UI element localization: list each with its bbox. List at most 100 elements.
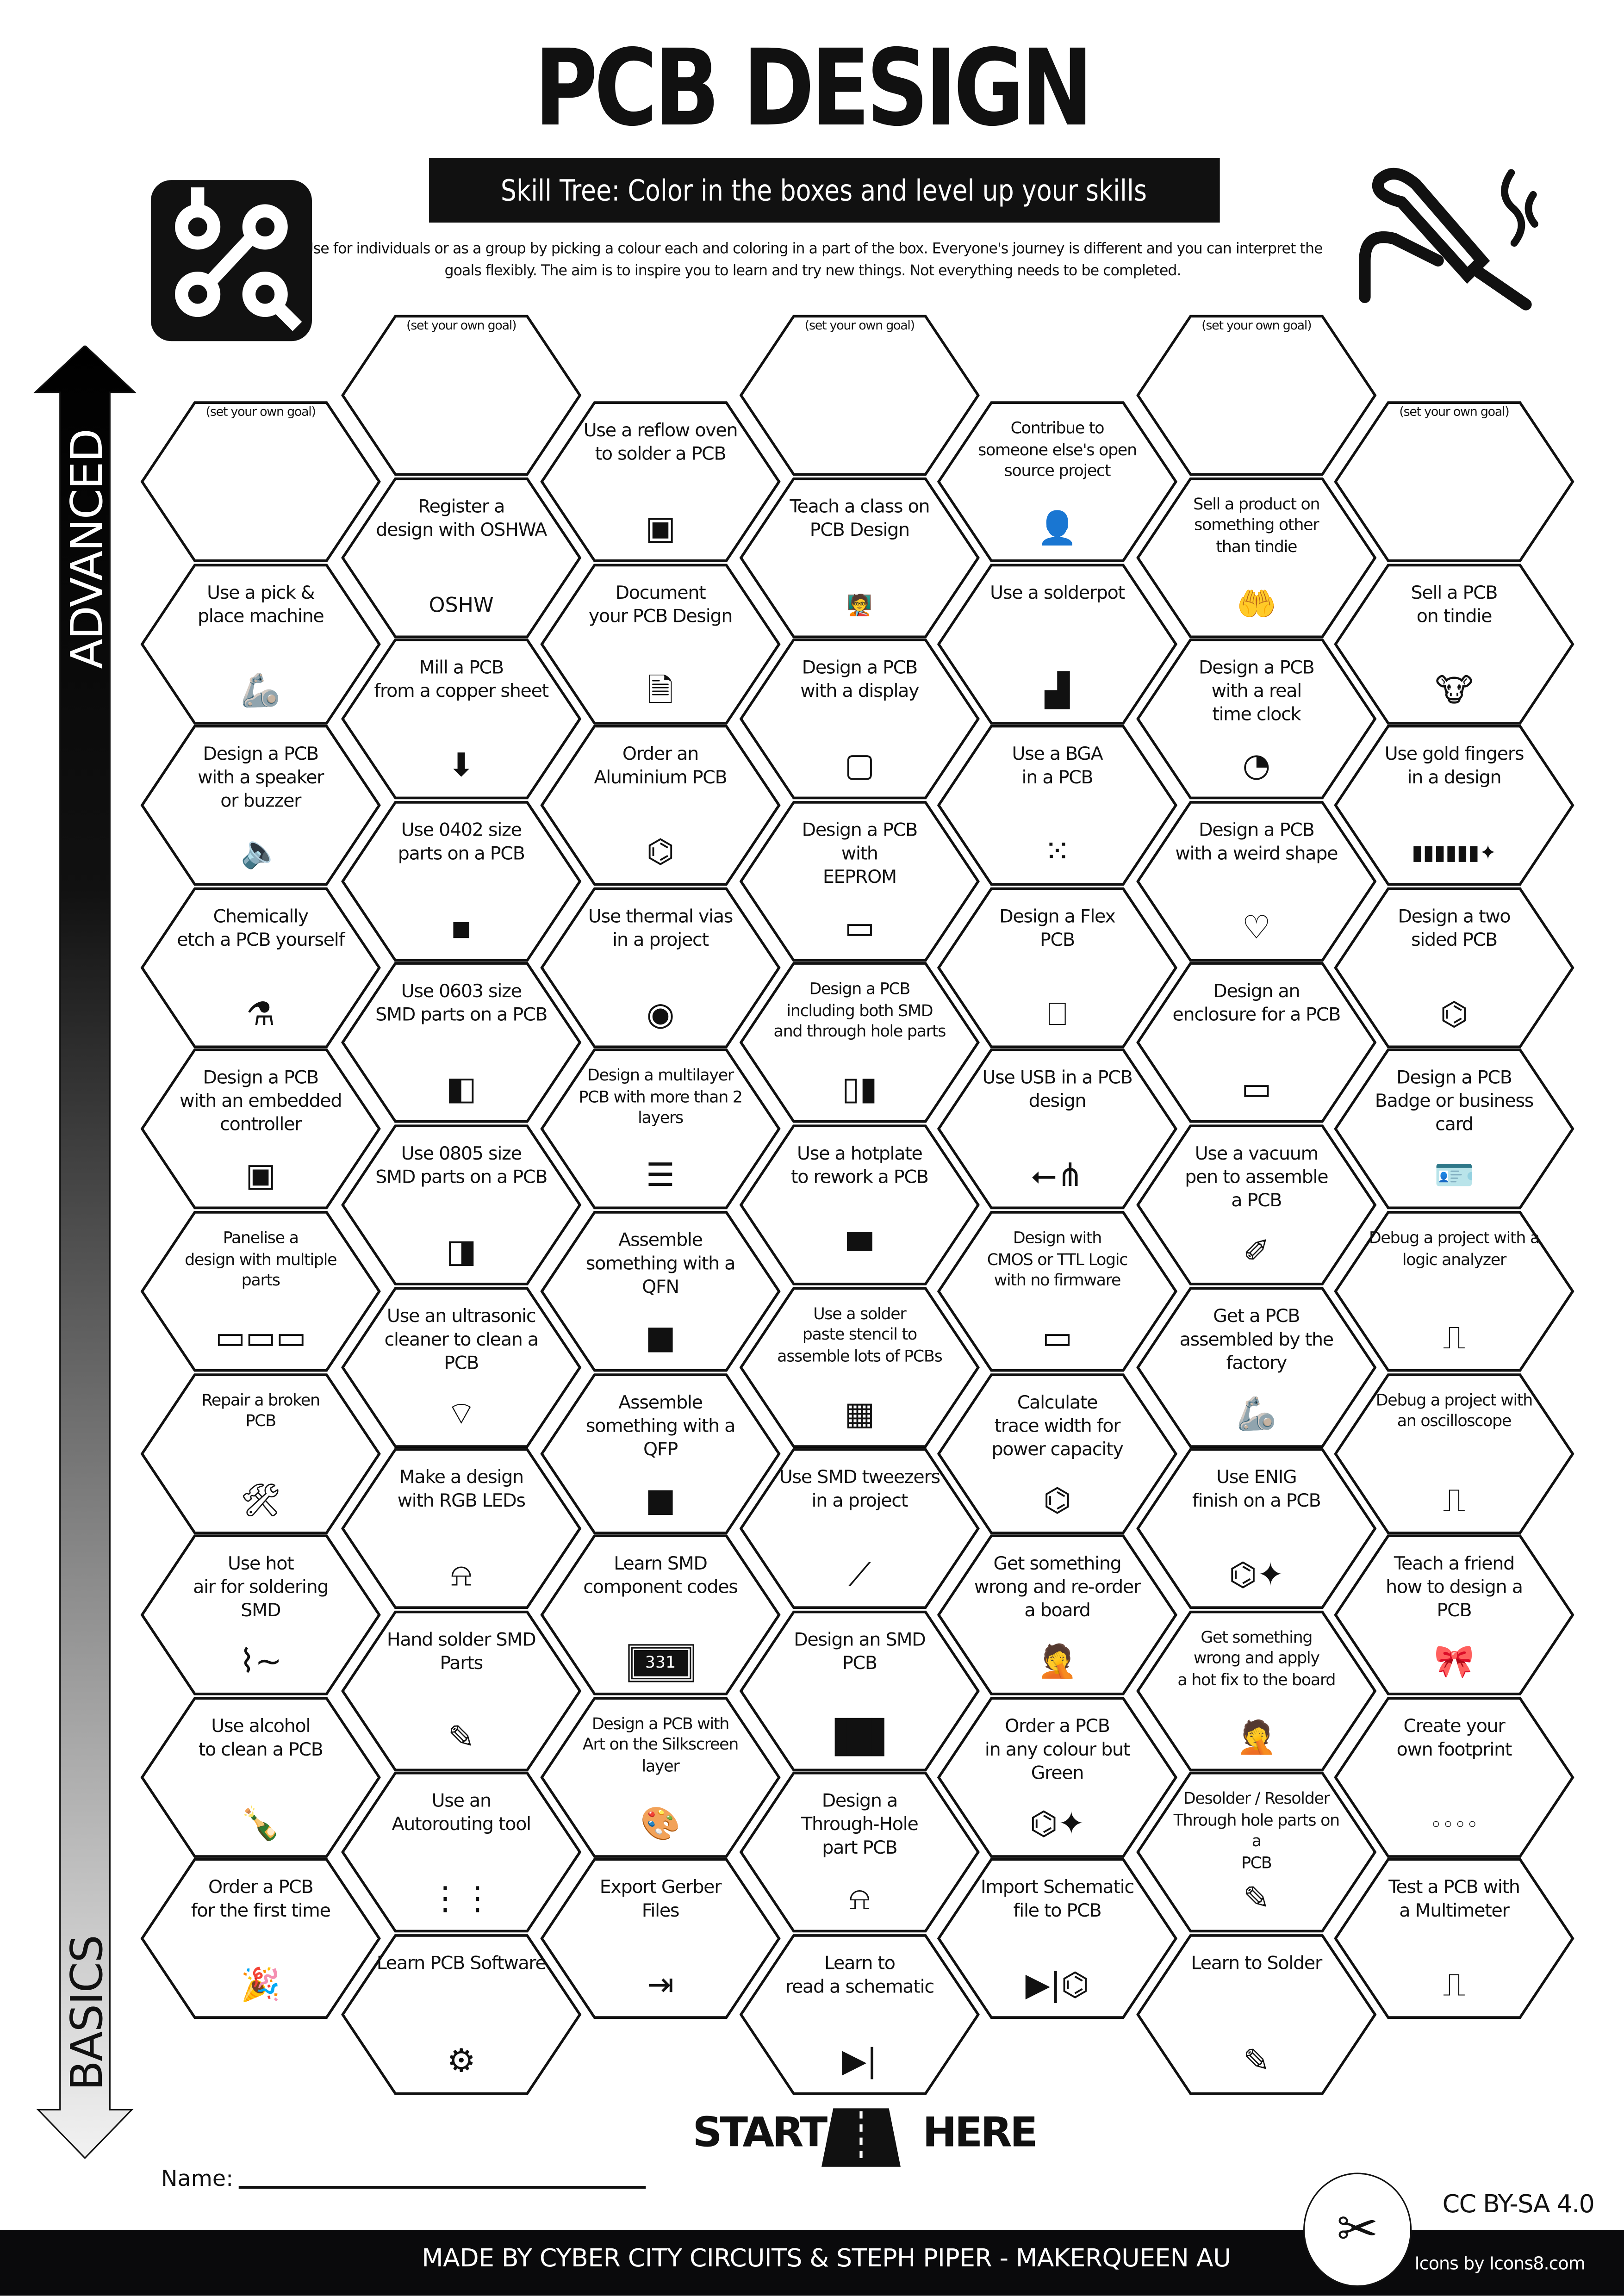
- skill-hex[interactable]: Learn to read a schematic ▶|: [739, 1934, 980, 2095]
- skill-hex[interactable]: Use USB in a PCB design ⭠⋔: [937, 1049, 1177, 1210]
- skill-hex[interactable]: Sell a PCB on tindie 🐮: [1334, 563, 1574, 724]
- basics-label: BASICS: [62, 1935, 114, 2091]
- skill-hex[interactable]: Make a design with RGB LEDs ⍾: [341, 1448, 582, 1609]
- skill-hex[interactable]: Teach a class on PCB Design 🧑‍🏫: [739, 477, 980, 638]
- resistor-0603-icon: ◧: [446, 1072, 477, 1109]
- instructions: Use for individuals or as a group by pic…: [303, 242, 1323, 280]
- skill-hex[interactable]: Order a PCB for the first time 🎉: [140, 1858, 381, 2020]
- custom-goal-hex[interactable]: (set your own goal): [1334, 401, 1574, 562]
- routing-icon: ⋮⋮: [429, 1882, 494, 1919]
- skill-hex[interactable]: Use 0805 size SMD parts on a PCB ◨: [341, 1124, 582, 1285]
- skill-hex[interactable]: Chemically etch a PCB yourself ⚗: [140, 887, 381, 1048]
- skill-hex[interactable]: Create your own footprint ◦◦◦◦: [1334, 1696, 1574, 1858]
- skill-hex[interactable]: Use a reflow oven to solder a PCB ▣: [540, 401, 781, 562]
- skill-hex[interactable]: Learn SMD component codes 331: [540, 1534, 781, 1696]
- skill-hex[interactable]: Document your PCB Design 🗎: [540, 563, 781, 724]
- skill-label: Design a PCB with a speaker or buzzer: [198, 742, 324, 812]
- skill-hex[interactable]: Design with CMOS or TTL Logic with no fi…: [937, 1211, 1177, 1372]
- skill-hex[interactable]: Use a vacuum pen to assemble a PCB ✐: [1136, 1124, 1377, 1285]
- skill-hex[interactable]: Import Schematic file to PCB ▶|⌬: [937, 1858, 1177, 2020]
- skill-hex[interactable]: Panelise a design with multiple parts ▭▭▭: [140, 1211, 381, 1372]
- skill-hex[interactable]: Assemble something with a QFP ■: [540, 1372, 781, 1534]
- skill-hex[interactable]: Use thermal vias in a project ◉: [540, 887, 781, 1048]
- skill-hex[interactable]: Design a PCB with EEPROM ▭: [739, 800, 980, 962]
- custom-goal-hex[interactable]: (set your own goal): [140, 401, 381, 562]
- skill-hex[interactable]: Export Gerber Files ⇥: [540, 1858, 781, 2020]
- skill-hex[interactable]: Design a PCB with Art on the Silkscreen …: [540, 1696, 781, 1858]
- hex-outline: [540, 1372, 781, 1534]
- smd-331-icon: 331: [541, 1642, 781, 1683]
- subtitle: Skill Tree: Color in the boxes and level…: [501, 173, 1148, 208]
- skill-hex[interactable]: Design an SMD PCB ▐█▌: [739, 1610, 980, 1771]
- name-input[interactable]: [238, 2186, 646, 2189]
- skill-hex[interactable]: Get something wrong and re-order a board…: [937, 1534, 1177, 1696]
- skill-hex[interactable]: Use a BGA in a PCB ⁙: [937, 725, 1177, 886]
- component-code: 331: [627, 1644, 694, 1683]
- hex-outline: [1334, 1211, 1574, 1372]
- skill-hex[interactable]: Design an enclosure for a PCB ▭: [1136, 962, 1377, 1123]
- skill-hex[interactable]: Design a PCB with a weird shape ♡: [1136, 800, 1377, 962]
- skill-hex[interactable]: Assemble something with a QFN ■: [540, 1211, 781, 1372]
- skill-hex[interactable]: Sell a product on something other than t…: [1136, 477, 1377, 638]
- skill-hex[interactable]: Order an Aluminium PCB ⌬: [540, 725, 781, 886]
- skill-hex[interactable]: Use an ultrasonic cleaner to clean a PCB…: [341, 1286, 582, 1447]
- skill-hex[interactable]: Design a two sided PCB ⌬: [1334, 887, 1574, 1048]
- skill-label: Use an Autorouting tool: [392, 1789, 531, 1835]
- skill-label: Use a pick & place machine: [197, 580, 324, 626]
- hex-outline: [937, 401, 1177, 562]
- skill-hex[interactable]: Test a PCB with a Multimeter ⎍: [1334, 1858, 1574, 2020]
- skill-hex[interactable]: Use hot air for soldering SMD ⌇~: [140, 1534, 381, 1696]
- skill-hex[interactable]: Design a multilayer PCB with more than 2…: [540, 1049, 781, 1210]
- skill-hex[interactable]: Use 0402 size parts on a PCB ▪: [341, 800, 582, 962]
- skill-hex[interactable]: Teach a friend how to design a PCB 🎀: [1334, 1534, 1574, 1696]
- skill-label: Use a solderpot: [990, 580, 1125, 603]
- skill-hex[interactable]: Design a PCB Badge or business card 🪪: [1334, 1049, 1574, 1210]
- skill-label: Order a PCB for the first time: [191, 1876, 331, 1922]
- skill-hex[interactable]: Use 0603 size SMD parts on a PCB ◧: [341, 962, 582, 1123]
- hex-outline: [140, 563, 381, 724]
- skill-hex[interactable]: Use a hotplate to rework a PCB ▀: [739, 1124, 980, 1285]
- skill-hex[interactable]: Design a PCB with a speaker or buzzer 🔈: [140, 725, 381, 886]
- skill-hex[interactable]: Design a Flex PCB ⎕: [937, 887, 1177, 1048]
- skill-hex[interactable]: Design a PCB with a display ▢: [739, 639, 980, 800]
- skill-label: Design a two sided PCB: [1398, 904, 1511, 950]
- skill-hex[interactable]: Design a PCB including both SMD and thro…: [739, 962, 980, 1123]
- skill-hex[interactable]: Contribue to someone else's open source …: [937, 401, 1177, 562]
- skill-hex[interactable]: Repair a broken PCB 🛠: [140, 1372, 381, 1534]
- skill-hex[interactable]: Use a solder paste stencil to assemble l…: [739, 1286, 980, 1447]
- skill-hex[interactable]: Get a PCB assembled by the factory 🦾: [1136, 1286, 1377, 1447]
- skill-hex[interactable]: Use alcohol to clean a PCB 🍾: [140, 1696, 381, 1858]
- skill-hex[interactable]: Desolder / Resolder Through hole parts o…: [1136, 1772, 1377, 1933]
- skill-label: Use 0805 size SMD parts on a PCB: [375, 1142, 548, 1188]
- skill-hex[interactable]: Learn PCB Software ⚙: [341, 1934, 582, 2095]
- skill-hex[interactable]: Use SMD tweezers in a project ⟋: [739, 1448, 980, 1609]
- skill-hex[interactable]: Debug a project with an oscilloscope ⎍: [1334, 1372, 1574, 1534]
- skill-label: Use 0402 size parts on a PCB: [398, 818, 525, 864]
- skill-hex[interactable]: Hand solder SMD Parts ✎: [341, 1610, 582, 1771]
- skill-hex[interactable]: Learn to Solder ✎: [1136, 1934, 1377, 2095]
- gold-fingers-icon: ▮▮▮▮▮▮✦: [1412, 842, 1497, 866]
- skill-hex[interactable]: Design a PCB with a real time clock ◔: [1136, 639, 1377, 800]
- skill-hex[interactable]: Use ENIG finish on a PCB ⌬✦: [1136, 1448, 1377, 1609]
- skill-hex[interactable]: Debug a project with a logic analyzer ⎍: [1334, 1211, 1574, 1372]
- hex-outline: [937, 563, 1177, 724]
- skill-label: Learn SMD component codes: [583, 1552, 738, 1598]
- skill-hex[interactable]: Use a pick & place machine 🦾: [140, 563, 381, 724]
- hex-outline: [739, 639, 980, 800]
- skill-hex[interactable]: Get something wrong and apply a hot fix …: [1136, 1610, 1377, 1771]
- skill-hex[interactable]: Design a PCB with an embedded controller…: [140, 1049, 381, 1210]
- skill-hex[interactable]: Use gold fingers in a design ▮▮▮▮▮▮✦: [1334, 725, 1574, 886]
- custom-goal-hex[interactable]: (set your own goal): [1136, 315, 1377, 476]
- skill-label: Design an SMD PCB: [794, 1627, 926, 1673]
- skill-hex[interactable]: Use a solderpot ▟: [937, 563, 1177, 724]
- skill-hex[interactable]: Design a Through-Hole part PCB ⍾: [739, 1772, 980, 1933]
- skill-hex[interactable]: Calculate trace width for power capacity…: [937, 1372, 1177, 1534]
- hex-outline: [739, 1448, 980, 1609]
- custom-goal-hex[interactable]: (set your own goal): [739, 315, 980, 476]
- skill-hex[interactable]: Mill a PCB from a copper sheet ⬇: [341, 639, 582, 800]
- teacher-icon: 🧑‍🏫: [846, 594, 872, 617]
- custom-goal-hex[interactable]: (set your own goal): [341, 315, 582, 476]
- skill-hex[interactable]: Use an Autorouting tool ⋮⋮: [341, 1772, 582, 1933]
- skill-hex[interactable]: Register a design with OSHWA OSHW: [341, 477, 582, 638]
- skill-hex[interactable]: Order a PCB in any colour but Green ⌬✦: [937, 1696, 1177, 1858]
